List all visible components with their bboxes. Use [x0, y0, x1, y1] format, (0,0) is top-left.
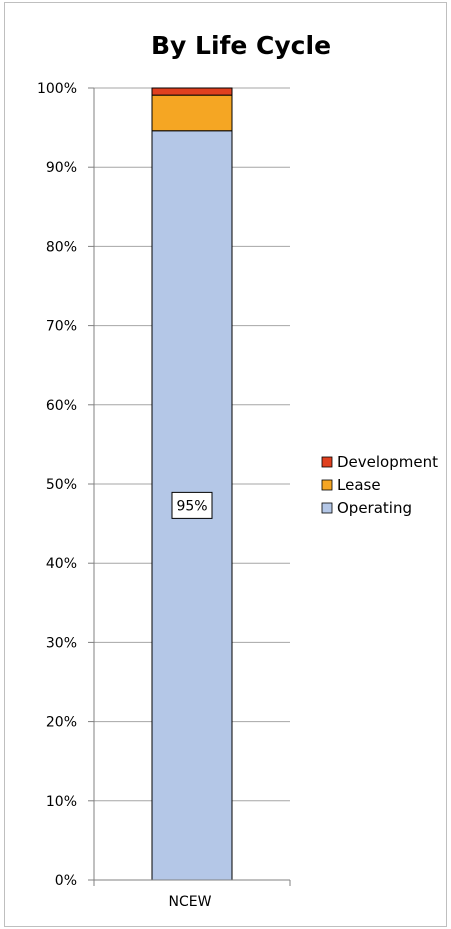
legend-swatch-development — [321, 456, 333, 468]
y-tick-label: 80% — [46, 239, 77, 255]
axes: 0% 10% 20% 30% 40% 50% 60% 70% 80% 90% 100% NCEW — [37, 81, 291, 910]
y-tick-label: 90% — [46, 160, 77, 176]
x-tick-label: NCEW — [169, 894, 212, 910]
y-tick-label: 20% — [46, 715, 77, 731]
legend: Development Lease Operating — [321, 453, 438, 517]
data-labels: 95% — [171, 491, 213, 519]
legend-swatch-lease — [321, 479, 333, 491]
legend-label-lease: Lease — [337, 476, 381, 494]
y-tick-label: 50% — [46, 477, 77, 493]
chart-title: By Life Cycle — [151, 31, 331, 60]
legend-label-development: Development — [337, 453, 438, 471]
y-tick-label: 10% — [46, 794, 77, 810]
legend-swatch-operating — [321, 502, 333, 514]
y-tick-label: 70% — [46, 319, 77, 335]
y-tick-label: 0% — [55, 873, 77, 889]
bar-stack — [151, 87, 233, 881]
legend-label-operating: Operating — [337, 499, 412, 517]
y-tick-label: 60% — [46, 398, 77, 414]
y-tick-label: 40% — [46, 556, 77, 572]
data-label: 95% — [176, 498, 207, 514]
data-label-box — [171, 491, 213, 519]
y-tick-label: 100% — [37, 81, 77, 97]
bar-segment-lease — [151, 94, 233, 132]
y-tick-label: 30% — [46, 635, 77, 651]
bar-segment-development — [151, 87, 233, 96]
